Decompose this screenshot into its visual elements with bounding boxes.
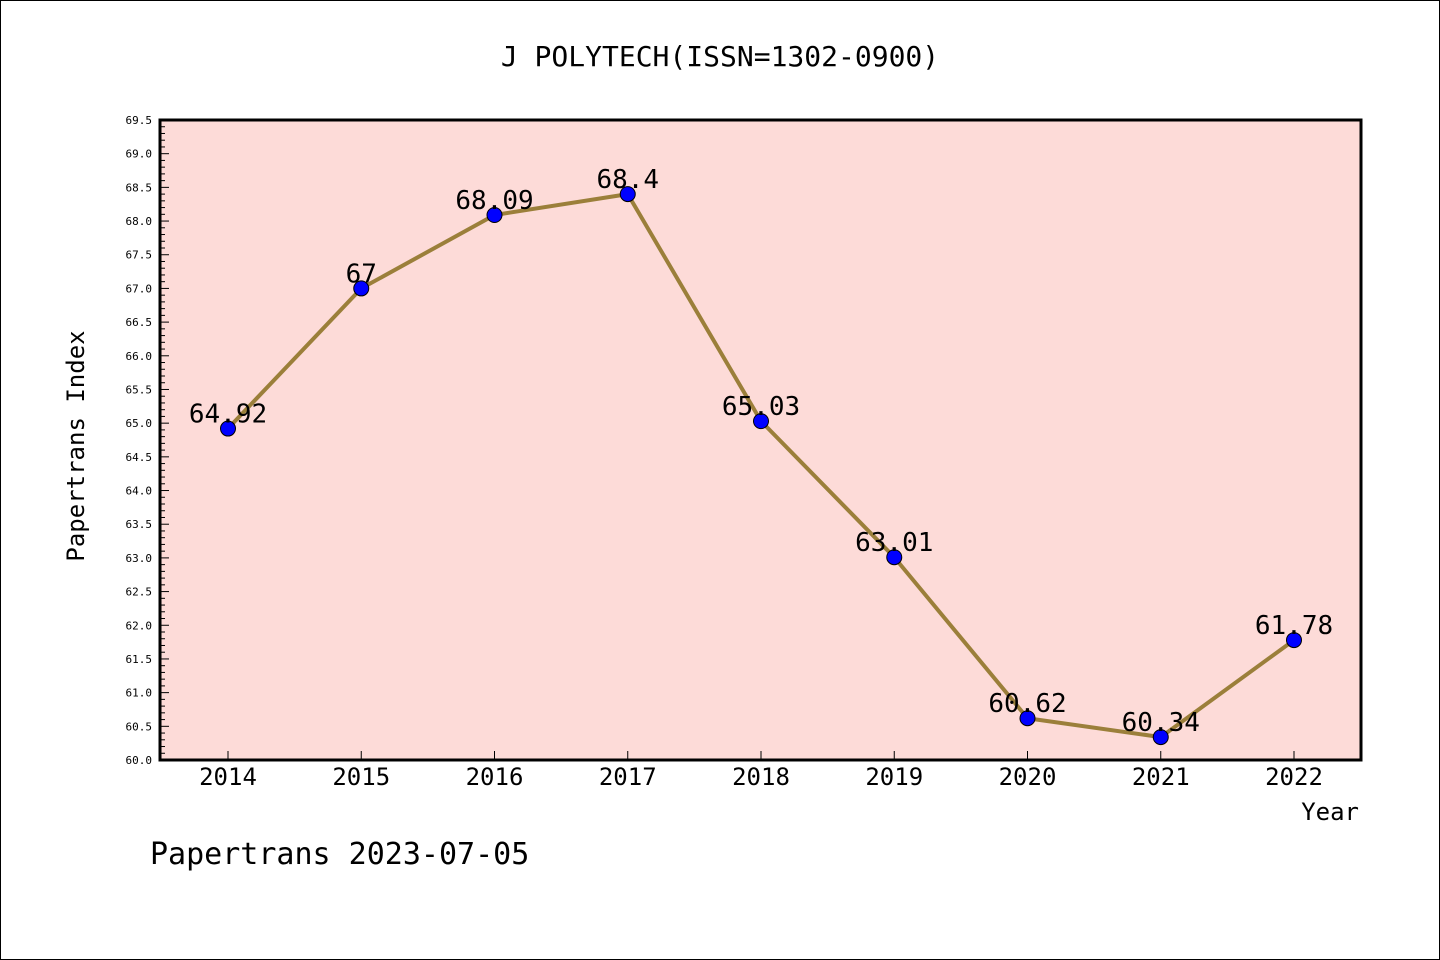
chart-title: J POLYTECH(ISSN=1302-0900)	[501, 40, 939, 73]
footer-text: Papertrans 2023-07-05	[150, 837, 529, 872]
x-tick-label: 2015	[332, 763, 390, 791]
data-label: 68.09	[455, 186, 533, 216]
data-point	[486, 206, 503, 223]
y-tick-label: 62.5	[126, 586, 153, 599]
data-label: 63.01	[855, 528, 933, 558]
x-tick-label: 2022	[1265, 763, 1323, 791]
y-tick-label: 60.5	[126, 720, 153, 733]
y-tick-label: 66.5	[126, 316, 153, 329]
y-tick-label: 66.0	[126, 350, 153, 363]
y-tick-label: 63.0	[126, 552, 153, 565]
x-tick-label: 2020	[999, 763, 1057, 791]
y-tick-label: 65.0	[126, 417, 153, 430]
x-axis-label: Year	[1301, 798, 1359, 826]
data-point	[619, 186, 636, 203]
data-point	[753, 413, 769, 430]
data-label: 60.34	[1122, 708, 1200, 738]
y-tick-label: 65.5	[126, 383, 153, 396]
y-tick-label: 61.5	[126, 653, 153, 666]
data-labels: 64.92 67 68.09 68.4 65.03 63.01 60.62 60.34 61.7…	[189, 165, 1333, 738]
y-tick-label: 64.5	[126, 451, 153, 464]
y-axis-label: Papertrans Index	[62, 330, 90, 561]
data-point	[220, 420, 236, 437]
data-label: 67	[346, 259, 377, 289]
data-label: 60.62	[988, 689, 1066, 719]
x-tick-label: 2017	[599, 763, 657, 791]
y-tick-label: 61.0	[126, 687, 153, 700]
y-tick-label: 69.0	[126, 148, 153, 161]
data-point	[353, 280, 370, 297]
data-point	[886, 549, 903, 566]
y-tick-label: 63.5	[126, 518, 153, 531]
y-tick-label: 68.5	[126, 181, 153, 194]
x-tick-label: 2019	[865, 763, 923, 791]
data-point	[1019, 710, 1036, 727]
data-point	[1152, 729, 1169, 746]
data-point	[1286, 632, 1302, 649]
y-tick-label: 64.0	[126, 485, 153, 498]
y-axis-ticks: 60.0 60.5 61.0 61.5 62.0 62.5 63.0 63.5 64.0 64.5…	[126, 114, 169, 767]
x-axis-ticks: 2014 2015 2016 2017 2018 2019 2020 2021 2022	[199, 751, 1323, 791]
x-tick-label: 2014	[199, 763, 257, 791]
y-tick-label: 69.5	[126, 114, 153, 127]
series-markers	[220, 186, 1302, 746]
x-tick-label: 2018	[732, 763, 790, 791]
plot-area	[158, 118, 1363, 762]
x-tick-label: 2021	[1132, 763, 1190, 791]
data-label: 61.78	[1255, 611, 1333, 641]
data-label: 65.03	[722, 392, 800, 422]
y-tick-label: 67.0	[126, 282, 153, 295]
data-label: 64.92	[189, 400, 267, 430]
y-tick-label: 67.5	[126, 249, 153, 262]
data-label: 68.4	[596, 165, 659, 195]
y-tick-label: 60.0	[126, 754, 153, 767]
y-tick-label: 68.0	[126, 215, 153, 228]
y-tick-label: 62.0	[126, 619, 153, 632]
x-tick-label: 2016	[466, 763, 524, 791]
